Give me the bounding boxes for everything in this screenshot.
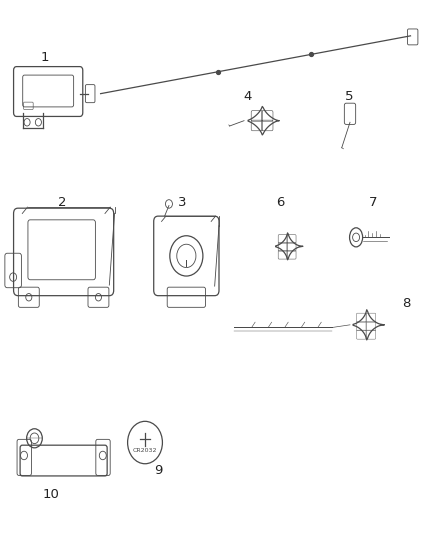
Text: 6: 6 [276,196,284,209]
Text: CR2032: CR2032 [133,448,157,453]
Text: 8: 8 [402,297,410,310]
Text: 1: 1 [41,51,49,63]
Text: 4: 4 [243,90,251,103]
Text: 5: 5 [345,90,354,103]
Text: 2: 2 [58,196,67,209]
Text: 3: 3 [178,196,186,209]
Text: 7: 7 [369,196,378,209]
Text: 10: 10 [43,488,60,501]
Text: 9: 9 [154,464,162,477]
